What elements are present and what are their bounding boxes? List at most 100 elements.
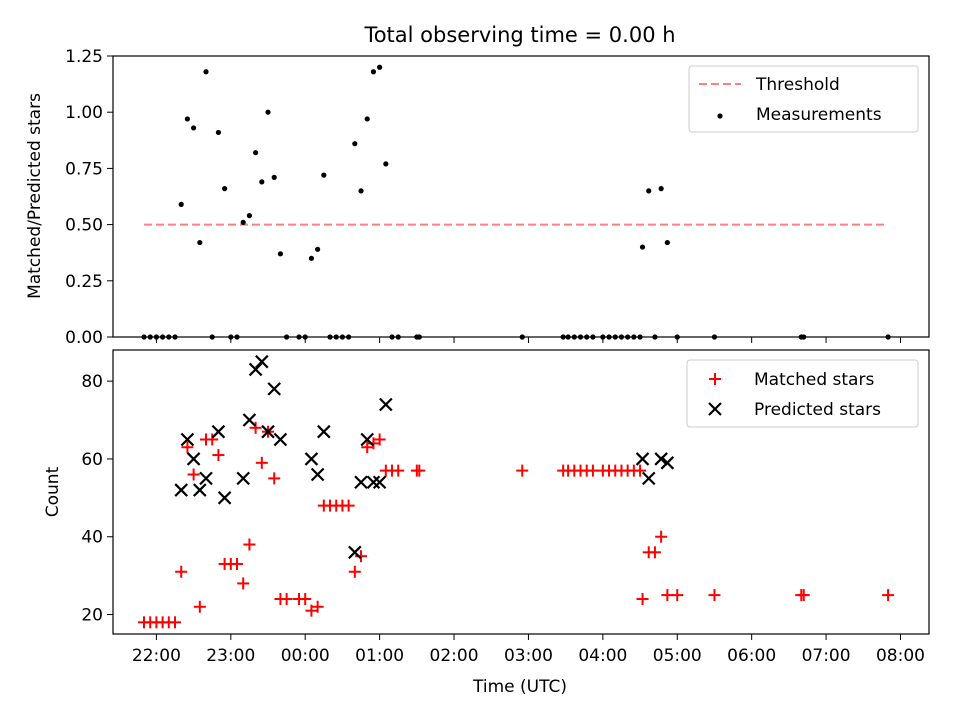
predicted-star-point-b <box>248 362 263 377</box>
matched-star-point <box>206 433 219 446</box>
ratio-y-axis-label: Matched/Predicted stars <box>25 93 45 299</box>
ratio-legend: Threshold Measurements <box>688 65 919 133</box>
predicted-star-point <box>211 424 226 439</box>
matched-star-point <box>231 557 244 570</box>
predicted-star-point <box>654 452 668 466</box>
measurement-point <box>352 141 358 147</box>
predicted-star-point-b <box>660 456 675 470</box>
measurement-point <box>197 239 203 246</box>
matched-star-point <box>708 589 721 602</box>
legend-predicted-marker-b <box>708 402 722 416</box>
predicted-star-point-b <box>310 467 325 482</box>
predicted-star-point <box>248 362 263 377</box>
predicted-star-point <box>372 475 387 490</box>
matched-star-point <box>243 538 256 551</box>
predicted-star-point <box>317 424 331 439</box>
matched-star-point <box>636 592 649 605</box>
predicted-star-point <box>236 471 250 486</box>
count-panel: 20 40 60 80 22:00 23:00 00:00 01:00 02:00 03:00 04… <box>43 349 930 697</box>
matched-star-point <box>193 600 206 613</box>
predicted-star-point-b <box>654 452 668 466</box>
predicted-star-point <box>304 452 319 466</box>
measurement-point <box>259 179 265 185</box>
predicted-star-point <box>174 483 188 497</box>
ratio-panel: Total observing time = 0.00 h 0.00 0.25 0.… <box>25 23 930 348</box>
ratio-y-tick-label: 1.25 <box>65 47 103 67</box>
predicted-star-point <box>641 471 656 486</box>
count-y-tick-label: 40 <box>81 528 103 548</box>
predicted-star-point <box>217 491 232 505</box>
ratio-legend-box <box>688 65 919 133</box>
measurement-point <box>222 186 228 192</box>
predicted-star-point-b <box>199 471 213 486</box>
predicted-star-point-b <box>348 545 362 560</box>
measurement-point <box>383 161 389 167</box>
predicted-star-point <box>348 545 362 560</box>
measurement-point <box>265 109 271 115</box>
legend-predicted-swatch <box>708 402 722 416</box>
predicted-star-point-b <box>180 432 195 447</box>
matched-star-point <box>169 616 182 629</box>
matched-star-point <box>648 546 661 559</box>
legend-predicted-marker <box>708 402 722 416</box>
matched-star-point <box>175 565 188 578</box>
predicted-star-point-b <box>217 491 232 505</box>
measurement-point <box>203 69 209 75</box>
matched-star-point <box>367 437 380 450</box>
count-x-tick-label: 02:00 <box>430 646 479 666</box>
matched-star-point <box>311 600 324 613</box>
count-x-tick-label: 06:00 <box>727 646 776 666</box>
chart-title: Total observing time = 0.00 h <box>363 23 675 47</box>
measurement-point <box>358 188 364 194</box>
matched-star-points <box>138 421 895 629</box>
legend-threshold-label: Threshold <box>755 75 840 95</box>
predicted-star-point-b <box>236 471 250 486</box>
predicted-star-point-b <box>273 432 288 447</box>
measurement-point <box>364 116 370 122</box>
predicted-star-point-b <box>267 382 281 396</box>
predicted-star-point <box>635 452 650 466</box>
predicted-star-point <box>180 432 195 447</box>
matched-star-point <box>181 441 194 454</box>
count-x-tick-label: 01:00 <box>355 646 404 666</box>
measurement-point <box>277 251 284 257</box>
ratio-y-tick-label: 0.25 <box>65 272 103 292</box>
count-x-tick-label: 08:00 <box>876 646 925 666</box>
count-y-axis-label: Count <box>43 466 63 517</box>
count-y-tick-label: 80 <box>81 372 103 392</box>
count-ticks: 20 40 60 80 22:00 23:00 00:00 01:00 02:00 03:00 04… <box>81 372 925 666</box>
count-x-tick-label: 05:00 <box>653 646 702 666</box>
measurement-point <box>646 188 652 194</box>
predicted-star-point <box>199 471 213 486</box>
legend-matched-label: Matched stars <box>754 370 874 390</box>
measurement-point <box>658 186 664 192</box>
measurement-point <box>253 150 259 156</box>
measurement-point <box>315 246 321 252</box>
ratio-y-tick-label: 0.75 <box>65 159 103 179</box>
predicted-star-point <box>366 475 381 490</box>
ratio-ticks: 0.00 0.25 0.50 0.75 1.00 1.25 <box>65 47 901 348</box>
matched-star-point <box>280 592 293 605</box>
predicted-star-point <box>255 354 269 369</box>
matched-star-point <box>634 464 647 477</box>
measurement-point <box>240 219 246 225</box>
ratio-y-tick-label: 1.00 <box>65 103 103 123</box>
predicted-star-point <box>186 452 201 466</box>
matched-star-point <box>348 565 361 578</box>
matched-star-point <box>655 530 668 543</box>
count-x-tick-label: 23:00 <box>206 646 255 666</box>
measurement-point <box>184 116 191 122</box>
predicted-star-point <box>261 424 275 439</box>
predicted-star-point-b <box>317 424 331 439</box>
matched-star-point <box>305 604 318 617</box>
predicted-star-point <box>273 432 288 447</box>
count-x-tick-label: 07:00 <box>802 646 851 666</box>
measurement-point <box>639 244 646 250</box>
predicted-star-point <box>267 382 281 396</box>
ratio-axes-frame <box>112 55 930 338</box>
predicted-star-points <box>174 354 675 560</box>
count-x-tick-label: 04:00 <box>578 646 627 666</box>
ratio-y-tick-label: 0.00 <box>65 328 103 348</box>
x-axis-label: Time (UTC) <box>472 677 567 697</box>
